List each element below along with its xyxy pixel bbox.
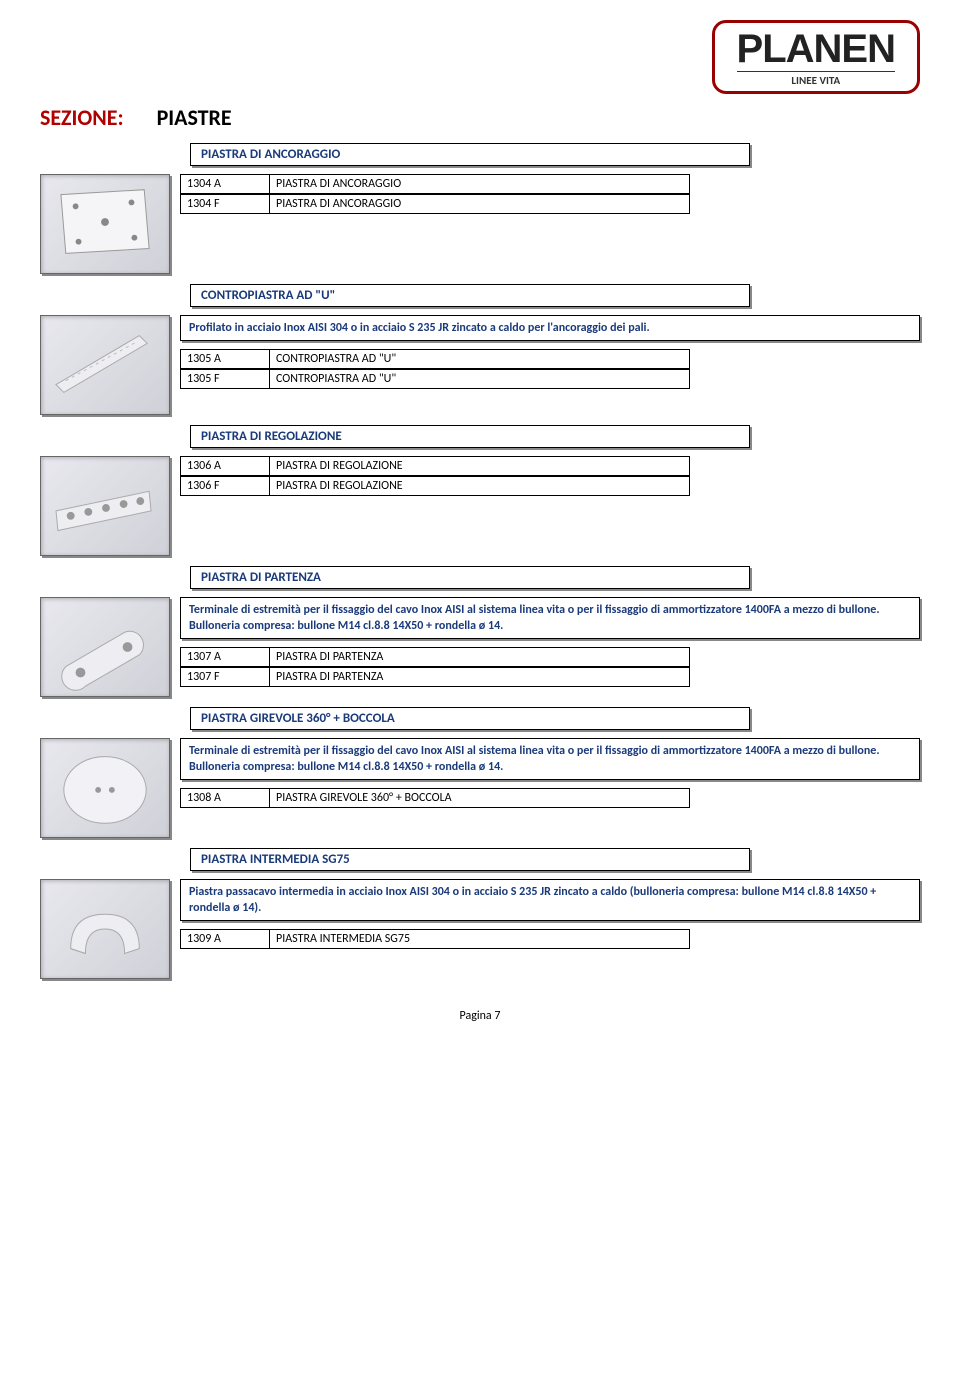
block-row: Terminale di estremità per il fissaggio … (40, 738, 920, 838)
logo-main: PLANEN (737, 29, 895, 69)
block-row: 1304 APIASTRA DI ANCORAGGIO1304 FPIASTRA… (40, 174, 920, 274)
code-cell-code: 1306 A (180, 456, 270, 476)
code-cell-code: 1304 A (180, 174, 270, 194)
product-block: PIASTRA DI ANCORAGGIO1304 APIASTRA DI AN… (40, 143, 920, 274)
product-block: PIASTRA GIREVOLE 360° + BOCCOLA Terminale… (40, 707, 920, 838)
block-row: Piastra passacavo intermedia in acciaio … (40, 879, 920, 979)
code-cell-name: CONTROPIASTRA AD "U" (270, 369, 690, 389)
code-table: 1307 APIASTRA DI PARTENZA1307 FPIASTRA D… (180, 647, 692, 687)
block-description: Profilato in acciaio Inox AISI 304 o in … (180, 315, 920, 341)
code-row: 1309 APIASTRA INTERMEDIA SG75 (180, 929, 692, 949)
block-right: Terminale di estremità per il fissaggio … (180, 597, 920, 689)
code-row: 1305 ACONTROPIASTRA AD "U" (180, 349, 692, 369)
code-cell-name: PIASTRA DI PARTENZA (270, 667, 690, 687)
product-thumbnail (40, 456, 170, 556)
code-table: 1306 APIASTRA DI REGOLAZIONE1306 FPIASTR… (180, 456, 692, 496)
logo-box: PLANEN LINEE VITA (712, 20, 920, 94)
block-title: PIASTRA DI PARTENZA (190, 566, 750, 589)
code-table: 1309 APIASTRA INTERMEDIA SG75 (180, 929, 692, 949)
block-right: Terminale di estremità per il fissaggio … (180, 738, 920, 810)
code-cell-name: PIASTRA DI PARTENZA (270, 647, 690, 667)
section-value: PIASTRE (157, 104, 232, 131)
product-block: PIASTRA DI PARTENZA Terminale di estremit… (40, 566, 920, 697)
code-row: 1305 FCONTROPIASTRA AD "U" (180, 369, 692, 389)
code-row: 1308 APIASTRA GIREVOLE 360° + BOCCOLA (180, 788, 692, 808)
code-cell-code: 1304 F (180, 194, 270, 214)
block-title: PIASTRA INTERMEDIA SG75 (190, 848, 750, 871)
product-block: PIASTRA INTERMEDIA SG75 Piastra passacavo… (40, 848, 920, 979)
code-row: 1304 FPIASTRA DI ANCORAGGIO (180, 194, 692, 214)
code-cell-name: PIASTRA DI REGOLAZIONE (270, 476, 690, 496)
logo-sub: LINEE VITA (737, 71, 895, 87)
code-cell-name: PIASTRA DI ANCORAGGIO (270, 194, 690, 214)
block-right: 1306 APIASTRA DI REGOLAZIONE1306 FPIASTR… (180, 456, 920, 498)
block-row: Profilato in acciaio Inox AISI 304 o in … (40, 315, 920, 415)
product-thumbnail (40, 738, 170, 838)
code-table: 1305 ACONTROPIASTRA AD "U"1305 FCONTROPI… (180, 349, 692, 389)
code-cell-name: PIASTRA INTERMEDIA SG75 (270, 929, 690, 949)
block-description: Terminale di estremità per il fissaggio … (180, 738, 920, 780)
code-cell-code: 1305 A (180, 349, 270, 369)
code-row: 1306 APIASTRA DI REGOLAZIONE (180, 456, 692, 476)
product-thumbnail (40, 315, 170, 415)
code-table: 1304 APIASTRA DI ANCORAGGIO1304 FPIASTRA… (180, 174, 692, 214)
section-heading: SEZIONE: PIASTRE (40, 104, 920, 131)
page-number: Pagina 7 (40, 1009, 920, 1023)
product-block: PIASTRA DI REGOLAZIONE1306 APIASTRA DI R… (40, 425, 920, 556)
block-right: 1304 APIASTRA DI ANCORAGGIO1304 FPIASTRA… (180, 174, 920, 216)
content-area: PIASTRA DI ANCORAGGIO1304 APIASTRA DI AN… (40, 143, 920, 979)
code-cell-name: PIASTRA GIREVOLE 360° + BOCCOLA (270, 788, 690, 808)
code-row: 1304 APIASTRA DI ANCORAGGIO (180, 174, 692, 194)
product-thumbnail (40, 174, 170, 274)
code-cell-name: PIASTRA DI REGOLAZIONE (270, 456, 690, 476)
block-title: CONTROPIASTRA AD "U" (190, 284, 750, 307)
block-description: Piastra passacavo intermedia in acciaio … (180, 879, 920, 921)
block-row: 1306 APIASTRA DI REGOLAZIONE1306 FPIASTR… (40, 456, 920, 556)
block-right: Profilato in acciaio Inox AISI 304 o in … (180, 315, 920, 391)
code-cell-name: PIASTRA DI ANCORAGGIO (270, 174, 690, 194)
block-title: PIASTRA DI REGOLAZIONE (190, 425, 750, 448)
code-cell-code: 1307 F (180, 667, 270, 687)
product-thumbnail (40, 597, 170, 697)
code-cell-code: 1307 A (180, 647, 270, 667)
block-right: Piastra passacavo intermedia in acciaio … (180, 879, 920, 951)
block-description: Terminale di estremità per il fissaggio … (180, 597, 920, 639)
code-row: 1306 FPIASTRA DI REGOLAZIONE (180, 476, 692, 496)
logo-area: PLANEN LINEE VITA (40, 20, 920, 94)
block-title: PIASTRA GIREVOLE 360° + BOCCOLA (190, 707, 750, 730)
code-cell-code: 1308 A (180, 788, 270, 808)
product-block: CONTROPIASTRA AD "U" Profilato in acciaio… (40, 284, 920, 415)
block-row: Terminale di estremità per il fissaggio … (40, 597, 920, 697)
code-cell-code: 1309 A (180, 929, 270, 949)
section-label: SEZIONE: (40, 104, 124, 131)
product-thumbnail (40, 879, 170, 979)
code-cell-name: CONTROPIASTRA AD "U" (270, 349, 690, 369)
code-cell-code: 1306 F (180, 476, 270, 496)
code-cell-code: 1305 F (180, 369, 270, 389)
block-title: PIASTRA DI ANCORAGGIO (190, 143, 750, 166)
code-row: 1307 FPIASTRA DI PARTENZA (180, 667, 692, 687)
code-row: 1307 APIASTRA DI PARTENZA (180, 647, 692, 667)
code-table: 1308 APIASTRA GIREVOLE 360° + BOCCOLA (180, 788, 692, 808)
